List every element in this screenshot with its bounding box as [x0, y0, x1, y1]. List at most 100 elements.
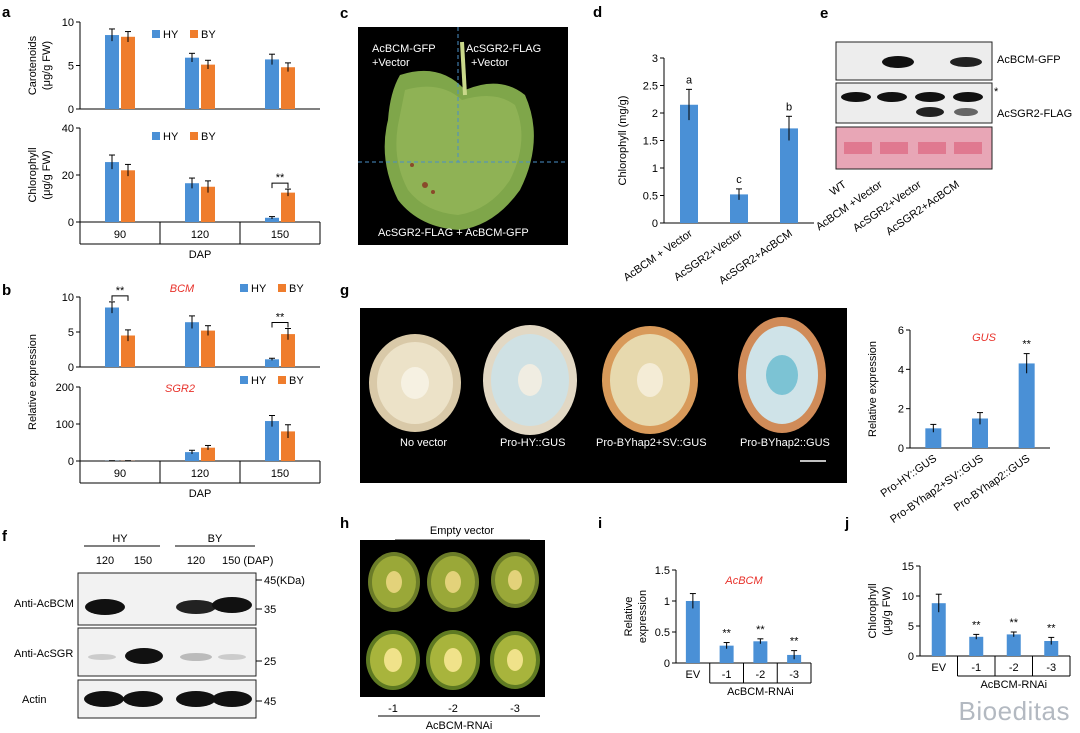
b-bottom-xlabel: DAP: [189, 488, 212, 500]
panel-g-label-2: Pro-HY::GUS: [500, 437, 565, 449]
a-top-ytick-label: 0: [68, 104, 74, 116]
b-top-ytick-label: 5: [68, 327, 74, 339]
g-chart-ytick-label: 2: [898, 404, 904, 416]
j-ylabel-line2: (μg/g FW): [881, 586, 893, 635]
a-bottom-legend-swatch: [152, 132, 160, 140]
g-chart-category-label: Pro-BYhap2::GUS: [952, 453, 1033, 514]
g-chart-ytick-label: 0: [898, 443, 904, 455]
a-bottom-bar-hy: [105, 162, 119, 222]
watermark: Bioeditas: [958, 696, 1070, 726]
b-top-bar-hy: [265, 359, 279, 367]
panel-c-tl2: +Vector: [372, 57, 410, 69]
panel-f-row-3: Actin: [22, 694, 46, 706]
g-chart-significance-label: **: [1022, 339, 1031, 351]
panel-h-lane-1: -1: [388, 703, 398, 715]
i-category-label: -1: [722, 669, 732, 681]
panel-e-band1: AcBCM-GFP: [997, 54, 1061, 66]
b-top-bar-by: [201, 330, 215, 367]
panel-g-label-4: Pro-BYhap2::GUS: [740, 437, 830, 449]
a-top-bar-hy: [265, 59, 279, 109]
g-chart-title: GUS: [972, 332, 997, 344]
panel-f-mw-2: 35: [264, 604, 276, 616]
a-top-bar-by: [121, 36, 135, 109]
a-bottom-bar-hy: [185, 183, 199, 222]
g-chart-bar-value: [1018, 363, 1035, 448]
b-bottom-legend-label: HY: [251, 375, 267, 387]
i-ylabel-line2: expression: [637, 590, 649, 643]
b-bottom-category-label: 120: [191, 468, 209, 480]
panel-h-kiwis: [366, 552, 540, 690]
i-significance-label: **: [756, 624, 765, 636]
panel-f-mw-3: 25: [264, 656, 276, 668]
i-ytick-label: 1: [664, 596, 670, 608]
panel-h-lane-2: -2: [448, 703, 458, 715]
b-ylabel: Relative expression: [27, 334, 39, 430]
i-bar-value: [719, 645, 734, 663]
panel-c-leaf: [358, 27, 568, 230]
a-bottom-ytick-label: 20: [62, 170, 74, 182]
i-significance-label: **: [790, 636, 799, 648]
b-bottom-legend-swatch: [278, 376, 286, 384]
b-bottom-legend-swatch: [240, 376, 248, 384]
a-top-ytick-label: 10: [62, 17, 74, 29]
d-ytick-label: 1.5: [643, 136, 658, 148]
a-bottom-legend-swatch: [190, 132, 198, 140]
j-ytick-label: 5: [908, 621, 914, 633]
panel-g-label-3: Pro-BYhap2+SV::GUS: [596, 437, 707, 449]
panel-f-blot: [77, 545, 262, 719]
a-bottom-legend-label: HY: [163, 131, 179, 143]
panel-f-lane-2: 150: [134, 555, 152, 567]
panel-e-lane-2: AcBCM +Vector: [814, 178, 885, 233]
a-bottom-significance-label: **: [276, 172, 285, 184]
panel-g-fruits: [369, 317, 826, 435]
b-bottom-legend-label: BY: [289, 375, 304, 387]
d-letter-label: c: [736, 174, 742, 186]
b-bottom-title: SGR2: [165, 383, 195, 395]
panel-f-hy: HY: [112, 533, 128, 545]
j-significance-label: **: [1047, 622, 1056, 634]
panel-label-b: b: [2, 282, 11, 299]
i-xlabel: AcBCM-RNAi: [727, 686, 794, 698]
a-top-ylabel-line2: (μg/g FW): [41, 41, 53, 90]
panel-label-a: a: [2, 4, 11, 21]
panel-label-i: i: [598, 515, 602, 532]
b-top-significance-bracket: [271, 322, 289, 328]
b-bottom-ytick-label: 0: [68, 456, 74, 468]
g-chart-bar-value: [925, 428, 942, 448]
panel-h-lane-3: -3: [510, 703, 520, 715]
a-top-bar-hy: [105, 35, 119, 109]
b-top-bar-by: [121, 335, 135, 367]
panel-e-blot: [835, 41, 993, 170]
b-bottom-bar-hy: [265, 421, 279, 461]
b-bottom-ytick-label: 100: [56, 419, 74, 431]
d-ytick-label: 0: [652, 218, 658, 230]
d-letter-label: a: [686, 74, 693, 86]
d-ytick-label: 1: [652, 163, 658, 175]
b-top-legend-label: HY: [251, 283, 267, 295]
b-top-legend-swatch: [278, 284, 286, 292]
b-top-significance-label: **: [116, 285, 125, 297]
i-ytick-label: 1.5: [655, 565, 670, 577]
a-top-legend-swatch: [152, 30, 160, 38]
panel-f-lane-4: 150 (DAP): [222, 555, 273, 567]
panel-label-f: f: [2, 528, 8, 545]
panel-label-e: e: [820, 5, 828, 22]
a-bottom-bar-hy: [265, 217, 279, 222]
g-chart-bar-value: [972, 418, 988, 448]
b-top-title: BCM: [170, 283, 195, 295]
b-top-significance-bracket: [111, 295, 129, 301]
d-ytick-label: 2: [652, 108, 658, 120]
d-ylabel: Chlorophyll (mg/g): [617, 96, 629, 186]
b-top-ytick-label: 10: [62, 292, 74, 304]
a-bottom-bar-by: [121, 170, 135, 222]
panel-g-label-1: No vector: [400, 437, 447, 449]
a-top-ylabel-line1: Carotenoids: [27, 35, 39, 95]
a-bottom-category-label: 90: [114, 229, 126, 241]
d-bar-value: [680, 104, 698, 223]
b-bottom-ytick-label: 200: [56, 382, 74, 394]
panel-c-tr2: +Vector: [471, 57, 509, 69]
panel-h-bottom: AcBCM-RNAi: [426, 720, 493, 732]
panel-f-by: BY: [208, 533, 223, 545]
j-ytick-label: 0: [908, 651, 914, 663]
